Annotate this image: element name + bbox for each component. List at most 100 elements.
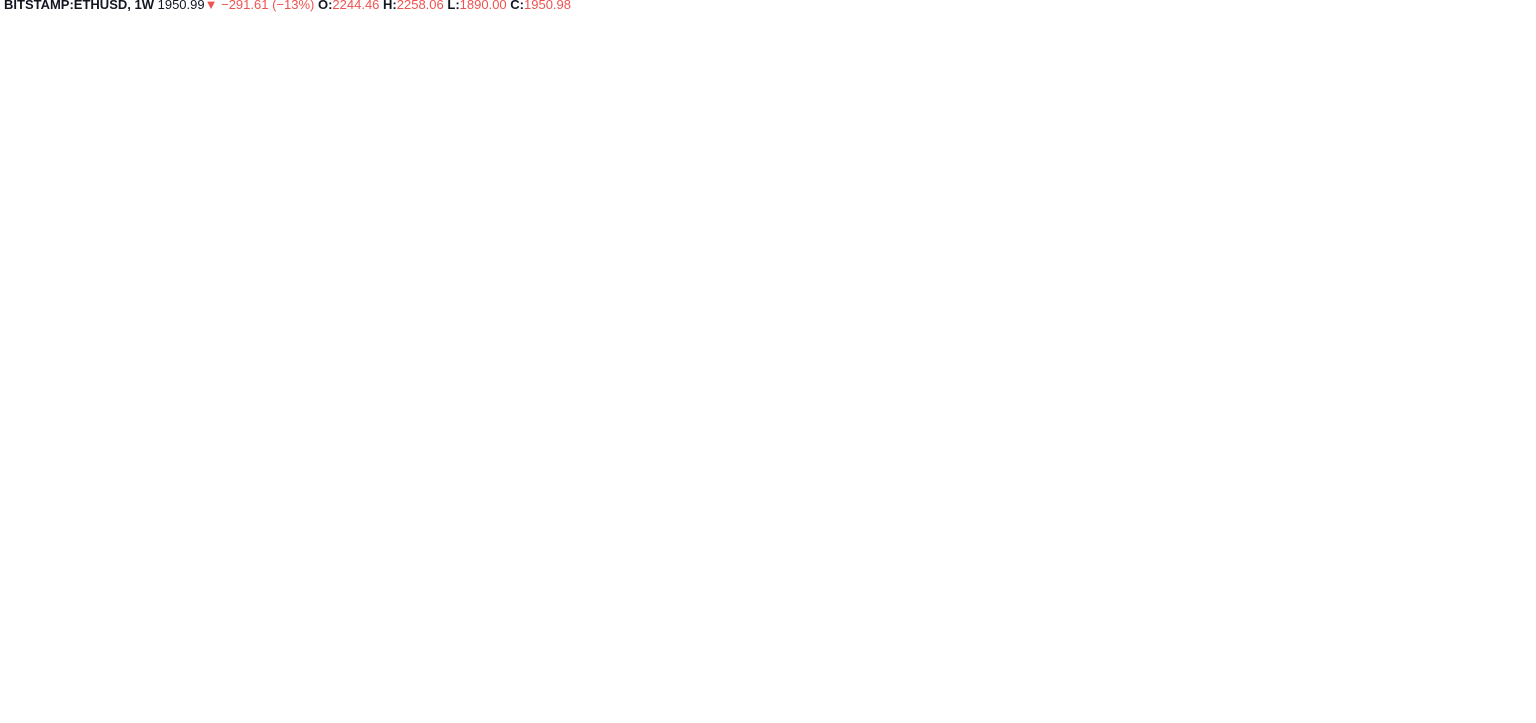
candle-body (369, 588, 380, 590)
volume-bar (855, 618, 866, 682)
candle-body (774, 415, 785, 456)
volume-bar (5, 656, 15, 682)
candle-body (923, 174, 933, 368)
x-tick-label: May (186, 694, 209, 708)
volume-bar (612, 621, 623, 682)
volume-last-label: 48.525K (1466, 669, 1511, 683)
candle-body (653, 513, 663, 551)
x-tick-label: Nov (539, 694, 560, 708)
candle-body (747, 388, 758, 409)
y-tick-label: 2400.00 (1466, 320, 1510, 334)
profile-up (1430, 341, 1440, 367)
candle-body (693, 460, 704, 479)
candle-body (828, 369, 839, 421)
currency-box[interactable] (1478, 29, 1512, 51)
volume-bar (356, 610, 366, 682)
candle-body (869, 339, 879, 349)
candle-body (558, 580, 569, 582)
candle-body (248, 608, 258, 610)
volume-bar (477, 648, 488, 682)
candle-body (990, 348, 1001, 387)
profile-down (1452, 237, 1455, 263)
volume-bar (450, 636, 461, 682)
profile-down (1430, 523, 1455, 549)
y-tick-label: 3600.00 (1466, 164, 1510, 178)
volume-bar (923, 626, 933, 682)
l-label: L: (447, 0, 460, 12)
candle-body (612, 563, 623, 565)
volume-bar (977, 656, 987, 682)
volume-ma-tag (1457, 633, 1531, 652)
volume-bar (963, 652, 974, 682)
volume-bar (909, 585, 920, 682)
volume-bar (572, 610, 582, 682)
y-tick-label: 1200.00 (1466, 476, 1510, 490)
profile-up (1425, 289, 1440, 315)
h-label: H: (383, 0, 397, 12)
volume-bar (801, 641, 812, 682)
candle-body (86, 614, 96, 625)
candle-body (437, 592, 447, 595)
candle-body (504, 591, 515, 593)
volume-bar (221, 644, 231, 682)
last-price-tag (1457, 377, 1523, 412)
last-price-label: 1950.98 (1466, 379, 1510, 393)
candle-body (855, 348, 866, 361)
profile-down (1452, 211, 1455, 237)
change: −291.61 (−13%) (221, 0, 315, 12)
profile-down (1454, 55, 1455, 81)
volume-bar (315, 652, 326, 682)
volume-bar (761, 605, 771, 682)
profile-down (1453, 133, 1455, 159)
volume-bar (234, 643, 245, 682)
volume-bar (261, 648, 272, 682)
volume-bar (828, 636, 839, 682)
candle-body (707, 460, 717, 470)
low: 1890.00 (459, 0, 507, 12)
volume-bar (464, 625, 474, 682)
volume-bar (437, 624, 447, 682)
volume-bar (72, 641, 83, 682)
x-tick-label: May (891, 694, 914, 708)
volume-bar (342, 624, 353, 682)
candle-body (302, 608, 312, 611)
candle-body (99, 622, 110, 625)
volume-bar (491, 646, 501, 682)
candle-body (180, 612, 191, 615)
profile-up (1265, 575, 1355, 601)
profile-down (1355, 575, 1455, 601)
candle-body (396, 584, 407, 590)
volume-bar (774, 627, 785, 682)
y-tick-label: 400.00 (1466, 580, 1503, 594)
volume-bar (153, 641, 164, 682)
profile-up (1450, 185, 1452, 211)
volume-bar (180, 639, 191, 682)
profile-down (1453, 81, 1455, 107)
candle-body (882, 256, 893, 340)
volume-bar (815, 641, 825, 682)
volume-bar (302, 651, 312, 682)
profile-down (1425, 393, 1455, 419)
level-tag (1457, 500, 1523, 519)
volume-bar (896, 618, 906, 682)
profile-up (1395, 393, 1425, 419)
candle-body (315, 608, 326, 610)
x-tick-label: Sep (430, 694, 452, 708)
profile-up (1395, 445, 1435, 471)
candle-body (477, 593, 488, 595)
volume-bar (207, 637, 218, 682)
level-label: 2951.93 (1466, 248, 1510, 262)
volume-bar (693, 579, 704, 682)
volume-bar (329, 648, 339, 682)
level-tag (1457, 607, 1523, 626)
volume-bar (734, 620, 744, 682)
candle-body (666, 480, 677, 514)
volume-bar (140, 643, 150, 682)
volume-bar (194, 641, 204, 682)
candle-body (936, 330, 947, 368)
countdown: 6d 11h (1466, 395, 1502, 409)
y-tick-label: 3200.00 (1466, 216, 1510, 230)
profile-up (1450, 159, 1453, 185)
